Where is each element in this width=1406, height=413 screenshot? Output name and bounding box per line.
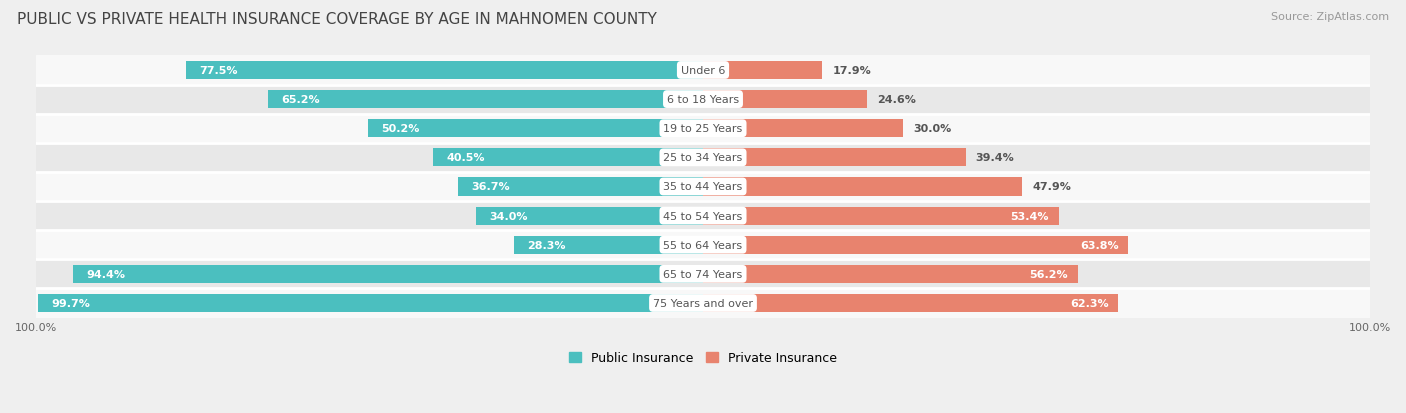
- Text: 35 to 44 Years: 35 to 44 Years: [664, 182, 742, 192]
- Bar: [703, 62, 823, 80]
- Text: 39.4%: 39.4%: [976, 153, 1015, 163]
- Bar: [37, 289, 1369, 318]
- Bar: [37, 202, 1369, 230]
- Bar: [38, 294, 703, 312]
- Text: 75 Years and over: 75 Years and over: [652, 298, 754, 308]
- Text: PUBLIC VS PRIVATE HEALTH INSURANCE COVERAGE BY AGE IN MAHNOMEN COUNTY: PUBLIC VS PRIVATE HEALTH INSURANCE COVER…: [17, 12, 657, 27]
- Text: 25 to 34 Years: 25 to 34 Years: [664, 153, 742, 163]
- Text: 17.9%: 17.9%: [832, 66, 872, 76]
- Text: 34.0%: 34.0%: [489, 211, 529, 221]
- Bar: [703, 265, 1078, 283]
- Text: 63.8%: 63.8%: [1080, 240, 1118, 250]
- Bar: [37, 143, 1369, 173]
- Bar: [458, 178, 703, 196]
- Bar: [477, 207, 703, 225]
- Text: 40.5%: 40.5%: [446, 153, 485, 163]
- Text: 50.2%: 50.2%: [381, 124, 420, 134]
- Bar: [703, 149, 966, 167]
- Bar: [703, 91, 868, 109]
- Bar: [269, 91, 703, 109]
- Text: 55 to 64 Years: 55 to 64 Years: [664, 240, 742, 250]
- Text: 45 to 54 Years: 45 to 54 Years: [664, 211, 742, 221]
- Text: 30.0%: 30.0%: [912, 124, 952, 134]
- Text: 99.7%: 99.7%: [52, 298, 90, 308]
- Bar: [368, 120, 703, 138]
- Bar: [433, 149, 703, 167]
- Text: 19 to 25 Years: 19 to 25 Years: [664, 124, 742, 134]
- Text: 24.6%: 24.6%: [877, 95, 915, 105]
- Bar: [703, 120, 903, 138]
- Text: 6 to 18 Years: 6 to 18 Years: [666, 95, 740, 105]
- Bar: [703, 207, 1059, 225]
- Bar: [73, 265, 703, 283]
- Text: 47.9%: 47.9%: [1032, 182, 1071, 192]
- Bar: [703, 178, 1022, 196]
- Text: 62.3%: 62.3%: [1070, 298, 1108, 308]
- Bar: [37, 56, 1369, 85]
- Text: 53.4%: 53.4%: [1011, 211, 1049, 221]
- Text: 56.2%: 56.2%: [1029, 269, 1067, 279]
- Text: 77.5%: 77.5%: [200, 66, 238, 76]
- Bar: [37, 85, 1369, 114]
- Bar: [186, 62, 703, 80]
- Text: 28.3%: 28.3%: [527, 240, 567, 250]
- Bar: [703, 294, 1118, 312]
- Text: 65.2%: 65.2%: [281, 95, 321, 105]
- Bar: [37, 173, 1369, 202]
- Text: 36.7%: 36.7%: [471, 182, 510, 192]
- Bar: [37, 260, 1369, 289]
- Bar: [703, 236, 1129, 254]
- Legend: Public Insurance, Private Insurance: Public Insurance, Private Insurance: [564, 346, 842, 369]
- Text: Under 6: Under 6: [681, 66, 725, 76]
- Bar: [515, 236, 703, 254]
- Bar: [37, 230, 1369, 260]
- Text: 65 to 74 Years: 65 to 74 Years: [664, 269, 742, 279]
- Text: 94.4%: 94.4%: [87, 269, 125, 279]
- Text: Source: ZipAtlas.com: Source: ZipAtlas.com: [1271, 12, 1389, 22]
- Bar: [37, 114, 1369, 143]
